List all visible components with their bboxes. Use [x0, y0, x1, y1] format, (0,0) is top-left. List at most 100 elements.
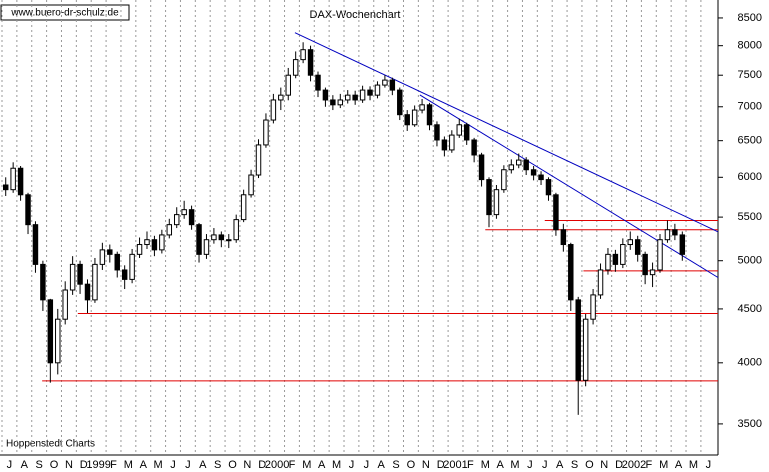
x-tick-label: S: [214, 459, 221, 471]
candle-body: [129, 253, 135, 280]
candle-body: [285, 74, 291, 96]
candle-body: [359, 89, 366, 101]
candle-body: [255, 144, 262, 176]
x-tick-label: J: [706, 459, 712, 471]
candle-body: [575, 299, 581, 381]
candle-body: [634, 239, 641, 255]
candle-body: [188, 209, 195, 226]
candle-body: [374, 84, 381, 96]
candle-body: [649, 269, 656, 276]
candle-body: [456, 124, 462, 136]
y-tick-label: 5000: [738, 255, 762, 267]
x-tick-label: 1999: [86, 459, 110, 471]
candle-body: [508, 164, 515, 171]
x-tick-label: M: [154, 459, 163, 471]
candle-body: [486, 179, 492, 216]
y-tick-label: 4000: [738, 357, 762, 369]
x-tick-label: S: [392, 459, 399, 471]
x-tick-label: A: [21, 459, 29, 471]
candle-body: [493, 189, 500, 216]
x-tick-label: A: [496, 459, 504, 471]
candle-body: [530, 169, 537, 176]
y-tick-label: 3500: [738, 418, 762, 430]
candle-body: [568, 244, 574, 301]
x-tick-label: S: [36, 459, 43, 471]
candle-body: [560, 229, 567, 246]
candle-body: [397, 89, 403, 116]
x-tick-label: J: [364, 459, 370, 471]
candle-body: [17, 167, 24, 196]
candle-body: [345, 94, 351, 101]
x-tick-label: D: [615, 459, 623, 471]
candle-body: [263, 119, 269, 146]
candle-body: [657, 239, 663, 271]
candle-body: [84, 283, 91, 301]
candle-body: [211, 234, 217, 241]
candle-body: [292, 59, 299, 76]
candle-body: [404, 114, 410, 126]
candle-body: [516, 159, 522, 166]
trend-line: [419, 94, 719, 278]
x-tick-label: A: [140, 459, 148, 471]
y-tick-label: 4500: [738, 303, 762, 315]
x-tick-label: A: [378, 459, 386, 471]
x-tick-label: A: [675, 459, 683, 471]
candle-body: [307, 49, 314, 76]
x-tick-label: D: [80, 459, 88, 471]
x-tick-label: D: [258, 459, 266, 471]
candle-body: [114, 253, 120, 271]
candle-body: [322, 89, 329, 101]
x-tick-label: O: [585, 459, 594, 471]
x-tick-label: F: [110, 459, 117, 471]
y-tick-label: 8500: [738, 12, 762, 24]
candle-body: [203, 239, 210, 255]
x-tick-label: M: [659, 459, 668, 471]
x-tick-label: M: [124, 459, 133, 471]
x-tick-label: A: [556, 459, 564, 471]
x-tick-label: A: [199, 459, 207, 471]
candle-body: [278, 94, 284, 101]
y-tick-label: 6500: [738, 135, 762, 147]
candle-body: [553, 194, 559, 231]
candle-body: [605, 253, 611, 271]
x-tick-label: N: [243, 459, 251, 471]
x-tick-label: J: [527, 459, 533, 471]
candle-body: [411, 109, 418, 126]
candle-body: [248, 174, 254, 196]
candle-body: [181, 209, 187, 216]
chart-title: DAX-Wochenchart: [310, 9, 401, 21]
x-tick-label: F: [645, 459, 652, 471]
candle-body: [620, 244, 626, 265]
x-tick-label: J: [349, 459, 355, 471]
candle-body: [173, 214, 180, 226]
trend-line: [294, 32, 719, 233]
candle-body: [501, 169, 507, 191]
x-tick-label: M: [510, 459, 519, 471]
candle-body: [597, 269, 604, 296]
x-tick-label: J: [170, 459, 176, 471]
candle-body: [679, 234, 686, 255]
x-tick-label: M: [332, 459, 341, 471]
x-tick-label: S: [571, 459, 578, 471]
y-tick-label: 7000: [738, 101, 762, 113]
x-tick-label: A: [318, 459, 326, 471]
candle-body: [337, 99, 344, 106]
candle-body: [545, 179, 552, 196]
candle-body: [107, 249, 113, 255]
x-tick-label: M: [481, 459, 490, 471]
y-tick-label: 7500: [738, 69, 762, 81]
x-tick-label: F: [289, 459, 296, 471]
candle-body: [32, 224, 39, 265]
y-tick-label: 8000: [738, 40, 762, 52]
candle-body: [92, 263, 98, 301]
candle-body: [315, 74, 321, 91]
candle-body: [136, 244, 143, 255]
candle-body: [144, 239, 150, 246]
x-tick-label: D: [437, 459, 445, 471]
candle-body: [664, 229, 671, 241]
candle-body: [300, 49, 306, 61]
candle-body: [240, 194, 247, 221]
